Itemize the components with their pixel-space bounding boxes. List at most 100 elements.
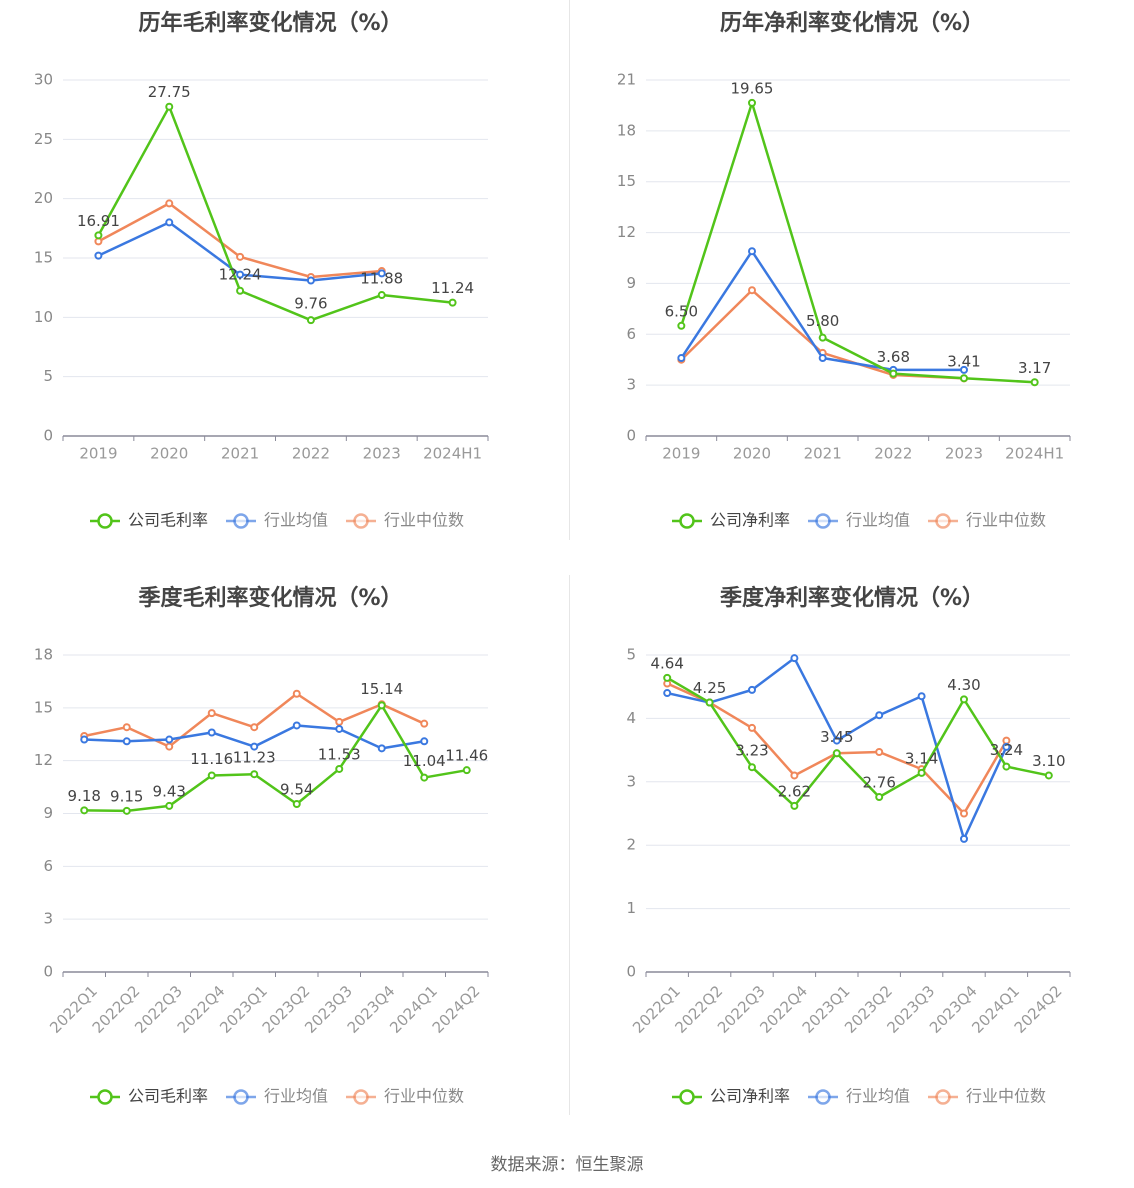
legend-item-industry-median[interactable]: 行业中位数: [928, 1087, 1046, 1106]
data-point[interactable]: [875, 711, 884, 720]
data-point[interactable]: [1002, 762, 1011, 771]
data-point[interactable]: [335, 717, 344, 726]
data-point[interactable]: [790, 801, 799, 810]
data-point[interactable]: [960, 695, 968, 704]
legend-item-company[interactable]: 公司净利率: [672, 511, 790, 530]
data-point[interactable]: [917, 692, 926, 701]
data-label: 3.68: [877, 348, 910, 366]
data-point[interactable]: [705, 698, 714, 707]
legend-item-industry-average[interactable]: 行业均值: [808, 511, 910, 530]
data-point[interactable]: [80, 806, 89, 815]
data-point[interactable]: [335, 724, 344, 733]
data-point[interactable]: [420, 719, 429, 728]
data-point[interactable]: [663, 673, 672, 682]
chart-svg: 历年净利率变化情况（%） 0 3 6 9 12 15 18 21 2019 2020 2021 2022…: [617, 10, 1071, 530]
legend-item-industry-median[interactable]: 行业中位数: [346, 511, 464, 530]
data-point[interactable]: [122, 737, 131, 746]
data-point[interactable]: [748, 685, 756, 694]
data-point[interactable]: [306, 276, 315, 285]
legend-item-industry-median[interactable]: 行业中位数: [928, 511, 1046, 530]
data-point[interactable]: [960, 365, 968, 374]
data-point[interactable]: [1044, 771, 1053, 780]
data-point[interactable]: [832, 736, 841, 745]
data-point[interactable]: [207, 709, 216, 718]
data-point[interactable]: [236, 252, 245, 261]
data-point[interactable]: [292, 799, 301, 808]
data-point[interactable]: [122, 806, 131, 815]
data-point[interactable]: [207, 771, 216, 780]
legend-item-company[interactable]: 公司毛利率: [90, 1087, 208, 1106]
data-point[interactable]: [250, 723, 259, 732]
y-tick-label: 15: [617, 172, 636, 190]
data-point[interactable]: [377, 269, 386, 278]
data-point[interactable]: [377, 701, 386, 710]
data-point[interactable]: [94, 231, 103, 240]
legend-item-industry-average[interactable]: 行业均值: [226, 511, 328, 530]
x-tick-label: 2022: [874, 445, 912, 463]
data-point[interactable]: [165, 199, 174, 208]
x-tick-label: 2023: [945, 445, 983, 463]
data-point[interactable]: [335, 764, 344, 773]
data-point[interactable]: [420, 737, 429, 746]
y-tick-label: 15: [34, 698, 53, 716]
data-point[interactable]: [462, 766, 471, 775]
data-point[interactable]: [165, 735, 174, 744]
data-point[interactable]: [748, 247, 756, 256]
annual-gross-margin-chart: 历年毛利率变化情况（%） 0 5 10 15 20 25 30 2019 2020 2021 2022…: [0, 0, 569, 570]
data-point[interactable]: [80, 735, 89, 744]
data-point[interactable]: [165, 218, 174, 227]
data-point[interactable]: [832, 749, 841, 758]
data-point[interactable]: [875, 748, 884, 757]
data-point[interactable]: [875, 793, 884, 802]
data-point[interactable]: [917, 768, 926, 777]
legend-item-industry-average[interactable]: 行业均值: [808, 1087, 910, 1106]
data-point[interactable]: [165, 742, 174, 751]
data-point[interactable]: [889, 369, 898, 378]
data-point[interactable]: [250, 742, 259, 751]
data-label: 3.10: [1032, 752, 1065, 770]
data-point[interactable]: [790, 771, 799, 780]
legend-item-industry-median[interactable]: 行业中位数: [346, 1087, 464, 1106]
data-point[interactable]: [748, 98, 756, 107]
data-point[interactable]: [236, 270, 245, 279]
data-point[interactable]: [677, 354, 686, 363]
x-tick-label: 2021: [804, 445, 842, 463]
data-point[interactable]: [165, 102, 174, 111]
data-point[interactable]: [960, 374, 968, 383]
data-point[interactable]: [377, 744, 386, 753]
data-point[interactable]: [236, 286, 245, 295]
y-tick-label: 9: [43, 804, 53, 822]
y-tick-label: 2: [626, 836, 636, 854]
data-point[interactable]: [94, 251, 103, 260]
legend-item-industry-average[interactable]: 行业均值: [226, 1087, 328, 1106]
series-line-company: [666, 676, 1050, 808]
data-label: 2.76: [862, 774, 895, 792]
data-point[interactable]: [207, 728, 216, 737]
data-point[interactable]: [165, 801, 174, 810]
data-point[interactable]: [306, 316, 315, 325]
data-point[interactable]: [292, 721, 301, 730]
data-point[interactable]: [818, 354, 827, 363]
data-point[interactable]: [377, 291, 386, 300]
data-point[interactable]: [663, 689, 672, 698]
data-point[interactable]: [448, 298, 457, 307]
data-point[interactable]: [960, 834, 968, 843]
data-point[interactable]: [1002, 742, 1011, 751]
data-point[interactable]: [748, 723, 756, 732]
legend-marker-icon: [679, 513, 695, 529]
legend-item-company[interactable]: 公司毛利率: [90, 511, 208, 530]
data-point[interactable]: [250, 770, 259, 779]
data-point[interactable]: [818, 333, 827, 342]
data-point[interactable]: [960, 809, 968, 818]
legend-item-company[interactable]: 公司净利率: [672, 1087, 790, 1106]
data-point[interactable]: [677, 321, 686, 330]
data-point[interactable]: [790, 654, 799, 663]
data-point[interactable]: [122, 723, 131, 732]
data-point[interactable]: [748, 286, 756, 295]
data-label: 3.23: [735, 742, 768, 760]
data-point[interactable]: [748, 763, 756, 772]
data-point[interactable]: [1030, 378, 1039, 387]
data-label: 11.53: [318, 745, 361, 763]
data-point[interactable]: [292, 689, 301, 698]
data-point[interactable]: [420, 773, 429, 782]
